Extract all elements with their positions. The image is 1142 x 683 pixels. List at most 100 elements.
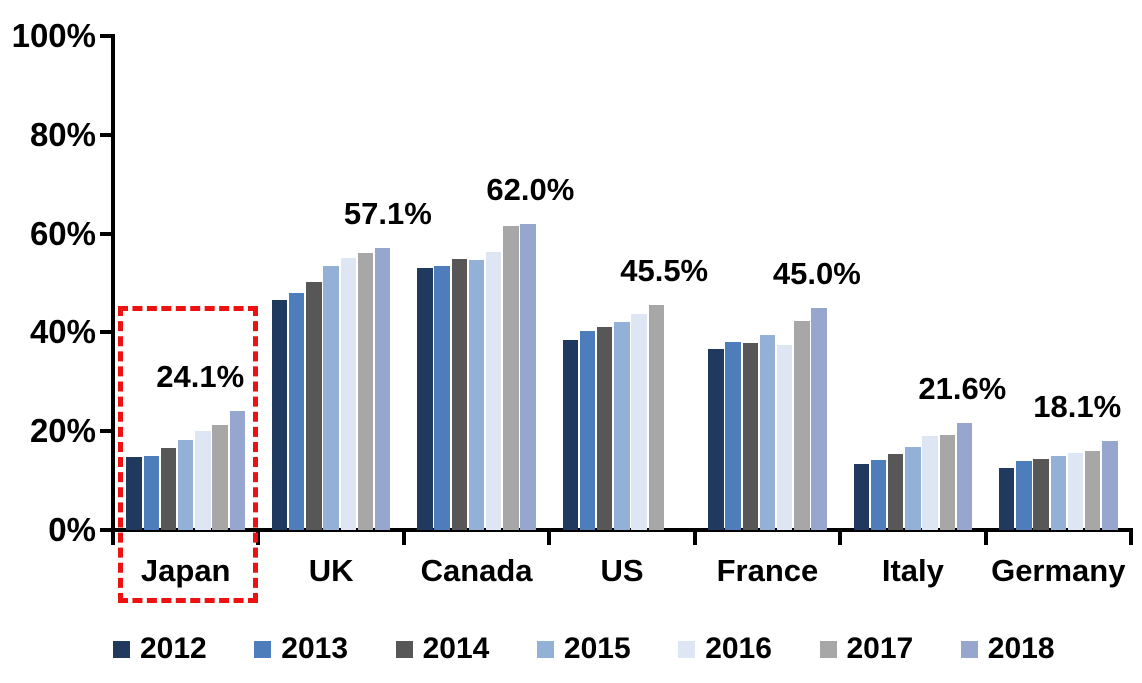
y-axis-tick <box>100 132 112 137</box>
category-label-uk: UK <box>308 553 354 588</box>
x-axis-tick <box>838 530 843 545</box>
bar-us-2013 <box>579 330 596 530</box>
bar-italy-2013 <box>870 460 887 530</box>
y-axis-line <box>111 34 115 532</box>
bar-japan-2012 <box>126 456 142 530</box>
bar-canada-2012 <box>417 268 433 530</box>
bar-germany-2013 <box>1016 460 1032 530</box>
y-axis-tick-label: 60% <box>29 214 96 252</box>
data-label-japan: 24.1% <box>156 358 245 394</box>
legend-swatch-2014 <box>395 640 413 658</box>
legend-swatch-2017 <box>819 640 837 658</box>
data-label-canada: 62.0% <box>486 171 575 207</box>
bar-italy-2015 <box>905 446 921 530</box>
bar-germany-2012 <box>998 467 1015 530</box>
bar-france-2017 <box>794 320 810 530</box>
legend-swatch-2016 <box>678 640 696 658</box>
legend-item-2015: 2015 <box>536 632 631 666</box>
category-label-germany: Germany <box>991 553 1126 588</box>
bar-germany-2017 <box>1084 450 1101 530</box>
bar-uk-2014 <box>306 282 322 530</box>
legend-item-2013: 2013 <box>254 632 348 666</box>
bar-italy-2012 <box>853 464 869 530</box>
y-axis-tick-label: 20% <box>29 412 96 450</box>
y-axis-tick <box>100 34 112 38</box>
legend-label-2018: 2018 <box>987 632 1055 665</box>
legend-label-2012: 2012 <box>140 632 207 665</box>
legend-item-2014: 2014 <box>395 632 490 666</box>
legend-label-2016: 2016 <box>705 632 772 665</box>
bar-japan-2016 <box>195 430 211 530</box>
category-label-us: US <box>600 553 644 588</box>
bar-uk-2016 <box>340 258 357 530</box>
legend-swatch-2018 <box>960 640 978 658</box>
bar-us-2016 <box>631 313 647 530</box>
bar-japan-2017 <box>212 424 228 530</box>
y-axis-tick <box>100 231 112 236</box>
legend-swatch-2012 <box>113 640 130 658</box>
data-label-italy: 21.6% <box>918 371 1007 407</box>
bar-uk-2012 <box>271 300 288 530</box>
data-label-us: 45.5% <box>620 253 709 289</box>
bar-germany-2018 <box>1102 440 1118 530</box>
bar-italy-2017 <box>939 435 955 530</box>
y-axis-tick-label: 40% <box>29 313 96 351</box>
category-label-italy: Italy <box>881 553 944 588</box>
bar-us-2014 <box>597 326 613 530</box>
category-label-canada: Canada <box>420 553 533 588</box>
category-label-france: France <box>716 553 819 588</box>
bar-france-2013 <box>725 342 741 530</box>
bar-france-2014 <box>742 343 758 530</box>
legend-item-2018: 2018 <box>960 632 1055 666</box>
bar-france-2012 <box>708 348 724 530</box>
data-label-france: 45.0% <box>772 255 861 291</box>
bar-uk-2017 <box>357 253 374 530</box>
x-axis-tick <box>256 530 261 545</box>
bar-germany-2016 <box>1067 453 1084 530</box>
x-axis-tick <box>1129 530 1133 545</box>
x-axis-line <box>111 528 1133 532</box>
bar-uk-2015 <box>323 265 339 530</box>
legend-swatch-2013 <box>254 640 272 658</box>
x-axis-tick <box>401 530 406 545</box>
y-axis-tick-label: 80% <box>29 115 96 153</box>
bar-uk-2013 <box>289 292 305 530</box>
y-axis-tick <box>100 330 112 335</box>
legend-label-2017: 2017 <box>846 632 914 665</box>
legend-label-2013: 2013 <box>281 632 349 665</box>
bar-canada-2015 <box>468 259 485 530</box>
legend-item-2017: 2017 <box>819 632 914 666</box>
bar-canada-2018 <box>520 223 536 530</box>
category-label-japan: Japan <box>140 553 231 588</box>
legend-label-2015: 2015 <box>563 632 631 665</box>
bar-us-2017 <box>648 305 665 530</box>
bar-germany-2014 <box>1033 458 1049 530</box>
bar-canada-2014 <box>451 258 468 530</box>
x-axis-tick <box>547 530 552 545</box>
x-axis-tick <box>111 530 115 545</box>
bar-japan-2013 <box>143 455 159 530</box>
bar-us-2012 <box>562 340 579 530</box>
bar-canada-2013 <box>434 265 450 530</box>
y-axis-tick <box>100 528 112 532</box>
bar-germany-2015 <box>1050 456 1066 530</box>
bar-italy-2014 <box>887 454 904 530</box>
x-axis-tick <box>983 530 988 545</box>
legend-label-2014: 2014 <box>422 632 490 665</box>
highlight-box-japan <box>118 306 258 603</box>
bar-italy-2016 <box>922 436 938 530</box>
bar-japan-2018 <box>229 410 245 530</box>
bar-us-2015 <box>614 321 630 530</box>
bar-japan-2014 <box>160 447 177 530</box>
x-axis-tick <box>692 530 697 545</box>
bar-japan-2015 <box>178 440 194 530</box>
bar-uk-2018 <box>375 247 391 530</box>
legend-item-2012: 2012 <box>113 632 207 666</box>
bar-france-2015 <box>759 335 776 530</box>
bar-canada-2016 <box>486 252 502 530</box>
y-axis-tick-label: 0% <box>48 511 96 548</box>
bar-canada-2017 <box>503 226 519 530</box>
data-label-germany: 18.1% <box>1033 388 1122 424</box>
bar-italy-2018 <box>956 423 973 530</box>
